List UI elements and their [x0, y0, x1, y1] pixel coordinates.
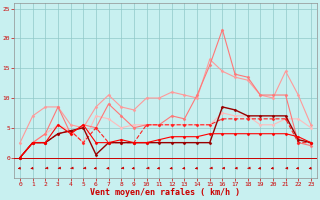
X-axis label: Vent moyen/en rafales ( km/h ): Vent moyen/en rafales ( km/h )	[91, 188, 241, 197]
